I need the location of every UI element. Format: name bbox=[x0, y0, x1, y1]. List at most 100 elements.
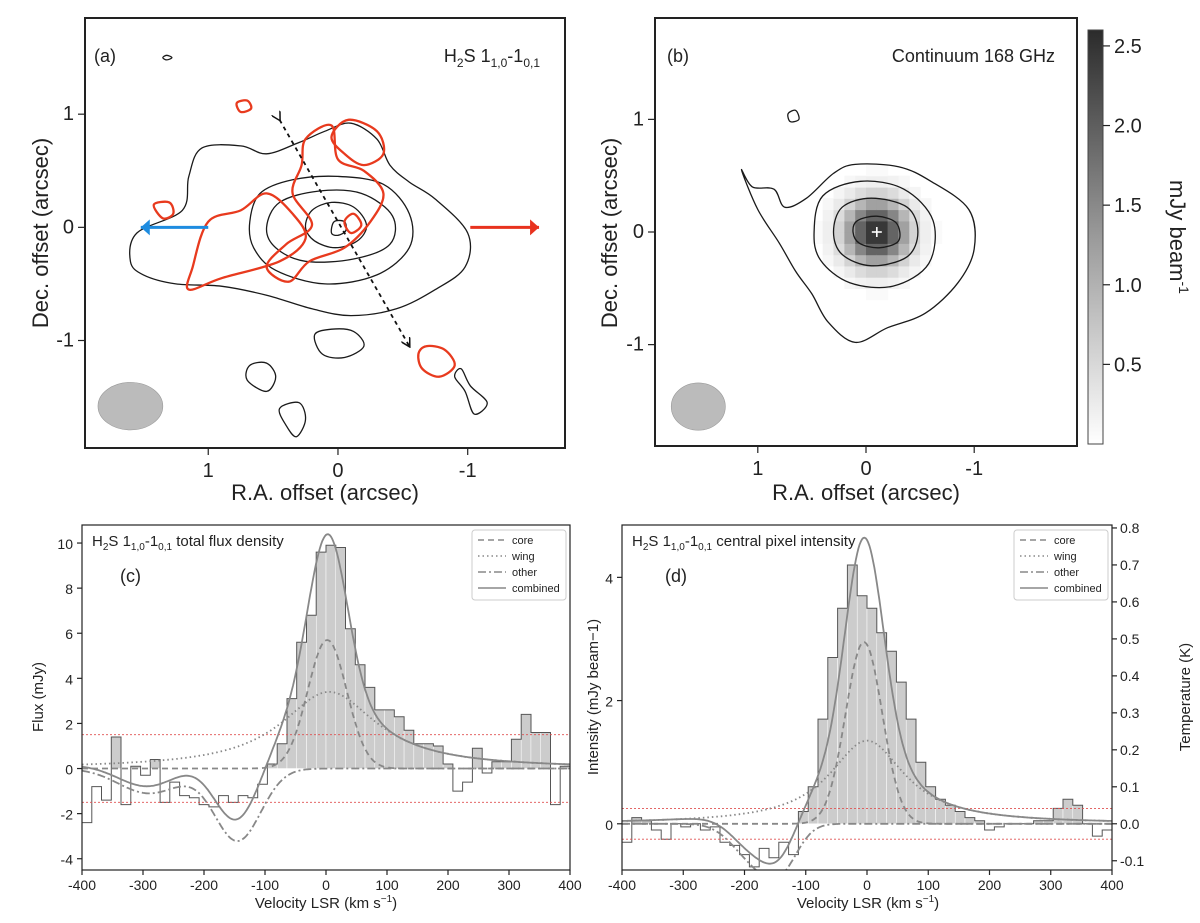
panel-d-x-axis-title: Velocity LSR (km s−1) bbox=[797, 894, 939, 912]
intensity-pixel bbox=[887, 243, 899, 256]
panel-b-contours bbox=[740, 109, 976, 344]
intensity-pixel bbox=[822, 243, 835, 256]
x-tick-label: 200 bbox=[436, 877, 460, 893]
histogram-bar bbox=[364, 687, 376, 769]
intensity-pixel bbox=[898, 186, 910, 199]
intensity-pixel bbox=[833, 220, 845, 233]
intensity-pixel bbox=[876, 243, 889, 256]
y-tick-label: 0 bbox=[633, 221, 644, 243]
intensity-pixel bbox=[898, 232, 910, 244]
intensity-pixel bbox=[920, 243, 932, 256]
x-tick-label: 100 bbox=[375, 877, 399, 893]
panel-c-wing-curve bbox=[82, 691, 570, 766]
intensity-pixel bbox=[844, 232, 856, 244]
colorbar-tick-label: 0.5 bbox=[1114, 354, 1142, 376]
intensity-pixel bbox=[833, 198, 845, 211]
panel-c-x-axis-title: Velocity LSR (km s−1) bbox=[255, 894, 397, 912]
panel-a-y-ticks: 1 0 -1 bbox=[56, 103, 85, 352]
panel-b-plot-area bbox=[670, 109, 976, 431]
histogram-bar bbox=[315, 551, 327, 769]
colorbar-tick-label: 2.0 bbox=[1114, 116, 1142, 138]
intensity-pixel bbox=[866, 198, 878, 211]
intensity-pixel bbox=[920, 232, 932, 244]
black-contour bbox=[162, 54, 173, 61]
intensity-pixel bbox=[887, 175, 899, 188]
panel-c-y-ticks: -4 -2 0 2 4 6 8 10 bbox=[57, 536, 82, 868]
black-contour bbox=[245, 361, 277, 393]
intensity-pixel bbox=[887, 198, 899, 211]
intensity-pixel bbox=[866, 209, 878, 222]
panel-c-legend-box bbox=[471, 529, 567, 601]
intensity-pixel bbox=[866, 220, 878, 233]
intensity-pixel bbox=[822, 220, 835, 233]
intensity-pixel bbox=[887, 254, 899, 267]
panel-a-plot-area bbox=[97, 54, 540, 438]
panel-c-core-curve bbox=[82, 639, 570, 770]
intensity-pixel bbox=[844, 198, 856, 211]
intensity-pixel bbox=[833, 265, 845, 278]
panel-c-threshold-lines bbox=[82, 734, 570, 803]
panel-a-title: H2S 11,0-10,1 bbox=[444, 46, 540, 70]
intensity-pixel bbox=[855, 198, 867, 211]
panel-b-beam-ellipse bbox=[670, 382, 726, 431]
panel-c: -400 -300 -200 -100 0 100 200 300 400 -4 -2 0 2 4 6 8 1… bbox=[30, 524, 582, 912]
panel-a-y-axis-title: Dec. offset (arcsec) bbox=[28, 138, 53, 328]
panel-c-spectrum-step bbox=[82, 544, 570, 824]
intensity-pixel bbox=[855, 265, 867, 278]
histogram-bar bbox=[827, 657, 838, 825]
panel-b-x-ticks: 1 0 -1 bbox=[752, 446, 983, 480]
intensity-pixel bbox=[909, 254, 921, 267]
intensity-pixel bbox=[930, 220, 943, 233]
intensity-pixel bbox=[876, 220, 889, 233]
panel-c-plot-area bbox=[82, 533, 570, 843]
intensity-pixel bbox=[833, 254, 845, 267]
intensity-pixel bbox=[844, 209, 856, 222]
right-y-tick-label: 0.4 bbox=[1120, 668, 1140, 684]
panel-b-y-ticks: 1 0 -1 bbox=[626, 108, 655, 356]
intensity-pixel bbox=[876, 254, 889, 267]
panel-d: -400 -300 -200 -100 0 100 200 300 400 0 2 4 -0.1 0.… bbox=[585, 520, 1194, 912]
x-tick-label: -400 bbox=[608, 877, 636, 893]
y-tick-label: 0 bbox=[605, 817, 613, 833]
y-tick-label: 2 bbox=[605, 694, 613, 710]
red-contour bbox=[235, 99, 253, 114]
intensity-pixel bbox=[887, 186, 899, 199]
intensity-pixel bbox=[844, 265, 856, 278]
intensity-pixel bbox=[855, 220, 867, 233]
intensity-pixel bbox=[822, 209, 835, 222]
histogram-bar bbox=[964, 817, 976, 825]
intensity-pixel bbox=[866, 277, 878, 289]
x-tick-label: -100 bbox=[251, 877, 279, 893]
right-y-tick-label: 0.6 bbox=[1120, 594, 1140, 610]
intensity-pixel bbox=[920, 198, 932, 211]
x-tick-label: -400 bbox=[68, 877, 96, 893]
histogram-bar bbox=[433, 745, 444, 769]
colorbar-ticks: 0.5 1.0 1.5 2.0 2.5 bbox=[1103, 36, 1142, 376]
intensity-pixel bbox=[876, 209, 889, 222]
intensity-pixel bbox=[887, 220, 899, 233]
panel-d-y-axis-title: Intensity (mJy beam−1) bbox=[585, 619, 602, 775]
intensity-pixel bbox=[876, 232, 889, 244]
x-tick-label: 300 bbox=[1039, 877, 1063, 893]
intensity-pixel bbox=[833, 232, 845, 244]
histogram-bar bbox=[954, 811, 966, 825]
continuum-contour bbox=[787, 109, 800, 123]
intensity-pixel bbox=[822, 232, 835, 244]
histogram-bar bbox=[856, 595, 868, 825]
intensity-pixel bbox=[855, 243, 867, 256]
y-tick-label: 4 bbox=[605, 570, 613, 586]
panel-b-x-axis-title: R.A. offset (arcsec) bbox=[772, 480, 960, 505]
continuum-contour bbox=[813, 180, 936, 289]
intensity-pixel bbox=[876, 265, 889, 278]
histogram-bar bbox=[491, 761, 502, 769]
panel-a-axis-arrow bbox=[280, 120, 410, 346]
intensity-pixel bbox=[909, 186, 921, 199]
intensity-pixel bbox=[898, 254, 910, 267]
y-tick-label: -2 bbox=[61, 807, 74, 823]
panel-a-x-axis-title: R.A. offset (arcsec) bbox=[231, 480, 419, 505]
panel-c-legend-core: core bbox=[512, 535, 533, 547]
intensity-pixel bbox=[811, 232, 824, 244]
intensity-pixel bbox=[833, 243, 845, 256]
x-tick-label: 0 bbox=[332, 460, 343, 482]
